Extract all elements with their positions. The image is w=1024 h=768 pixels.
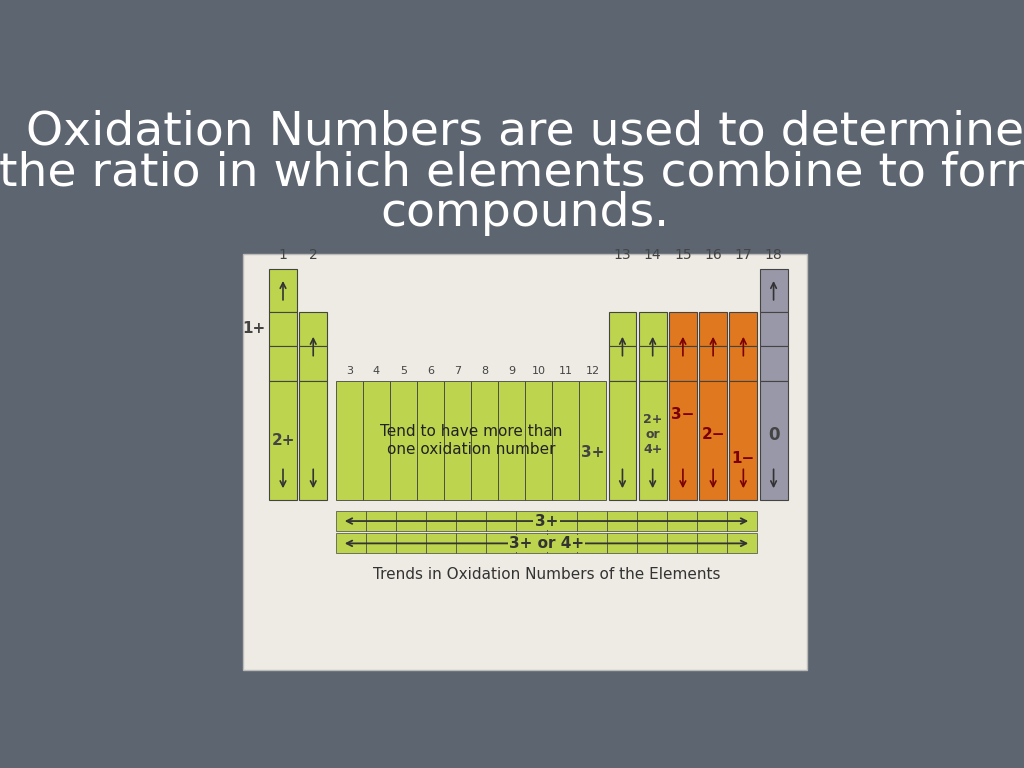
Bar (525, 381, 552, 500)
Bar (336, 533, 366, 554)
Text: 3+: 3+ (535, 514, 558, 528)
Text: 3−: 3− (671, 407, 694, 422)
Text: 2+: 2+ (272, 433, 295, 448)
Bar (417, 381, 443, 500)
Bar (577, 533, 607, 554)
Text: 18: 18 (765, 247, 782, 262)
Bar (336, 381, 362, 500)
Bar (426, 533, 456, 554)
Bar (366, 511, 396, 531)
Bar (608, 381, 636, 500)
Bar (516, 533, 547, 554)
Text: 12: 12 (586, 366, 600, 376)
Bar (299, 381, 328, 500)
Text: 1−: 1− (732, 451, 755, 466)
Bar (390, 381, 417, 500)
Bar (697, 511, 727, 531)
Bar (456, 511, 486, 531)
Bar (637, 533, 667, 554)
Bar (547, 511, 577, 531)
Bar (486, 511, 516, 531)
Bar (669, 381, 697, 500)
Bar (729, 381, 758, 500)
Bar (667, 533, 697, 554)
Bar (486, 533, 516, 554)
Bar (699, 346, 727, 381)
Bar (299, 312, 328, 346)
Bar (243, 254, 807, 670)
Bar (637, 511, 667, 531)
Bar (667, 511, 697, 531)
Bar (607, 511, 637, 531)
Text: 17: 17 (734, 247, 753, 262)
Bar (608, 312, 636, 346)
Bar (498, 381, 525, 500)
Bar (580, 381, 606, 500)
Text: Trends in Oxidation Numbers of the Elements: Trends in Oxidation Numbers of the Eleme… (373, 567, 720, 581)
Text: compounds.: compounds. (380, 191, 670, 237)
Bar (362, 381, 390, 500)
Text: the ratio in which elements combine to form: the ratio in which elements combine to f… (0, 151, 1024, 196)
Text: 9: 9 (508, 366, 515, 376)
Text: 10: 10 (531, 366, 546, 376)
Bar (516, 511, 547, 531)
Text: 3: 3 (346, 366, 352, 376)
Bar (639, 312, 667, 346)
Bar (552, 381, 580, 500)
Text: 13: 13 (613, 247, 631, 262)
Bar (396, 533, 426, 554)
Text: Tend to have more than
one oxidation number: Tend to have more than one oxidation num… (380, 425, 562, 457)
Bar (607, 533, 637, 554)
Bar (697, 533, 727, 554)
Text: 0: 0 (768, 425, 779, 444)
Text: 2−: 2− (701, 427, 725, 442)
Bar (269, 270, 297, 312)
Text: 16: 16 (705, 247, 722, 262)
Text: 3+: 3+ (582, 445, 604, 460)
Text: 2: 2 (309, 247, 317, 262)
Bar (639, 381, 667, 500)
Bar (456, 533, 486, 554)
Text: 1+: 1+ (242, 322, 265, 336)
Bar (269, 381, 297, 500)
Text: 11: 11 (559, 366, 572, 376)
Bar (729, 312, 758, 346)
Bar (760, 270, 787, 312)
Bar (471, 381, 498, 500)
Text: 6: 6 (427, 366, 434, 376)
Bar (269, 346, 297, 381)
Bar (699, 312, 727, 346)
Bar (699, 381, 727, 500)
Text: 1: 1 (279, 247, 288, 262)
Bar (299, 346, 328, 381)
Bar (396, 511, 426, 531)
Bar (669, 346, 697, 381)
Text: 7: 7 (454, 366, 461, 376)
Bar (760, 381, 787, 500)
Text: Oxidation Numbers are used to determine: Oxidation Numbers are used to determine (26, 110, 1024, 154)
Bar (608, 346, 636, 381)
Bar (760, 312, 787, 346)
Bar (669, 312, 697, 346)
Text: 4: 4 (373, 366, 380, 376)
Text: 14: 14 (644, 247, 662, 262)
Bar (760, 346, 787, 381)
Text: 3+ or 4+: 3+ or 4+ (509, 536, 584, 551)
Bar (269, 312, 297, 346)
Bar (443, 381, 471, 500)
Bar (366, 533, 396, 554)
Bar (727, 511, 758, 531)
Text: 2+
or
4+: 2+ or 4+ (643, 413, 663, 456)
Bar (577, 511, 607, 531)
Text: 5: 5 (399, 366, 407, 376)
Bar (547, 533, 577, 554)
Bar (336, 511, 366, 531)
Text: 15: 15 (674, 247, 692, 262)
Text: 8: 8 (481, 366, 488, 376)
Bar (426, 511, 456, 531)
Bar (639, 346, 667, 381)
Bar (727, 533, 758, 554)
Bar (729, 346, 758, 381)
